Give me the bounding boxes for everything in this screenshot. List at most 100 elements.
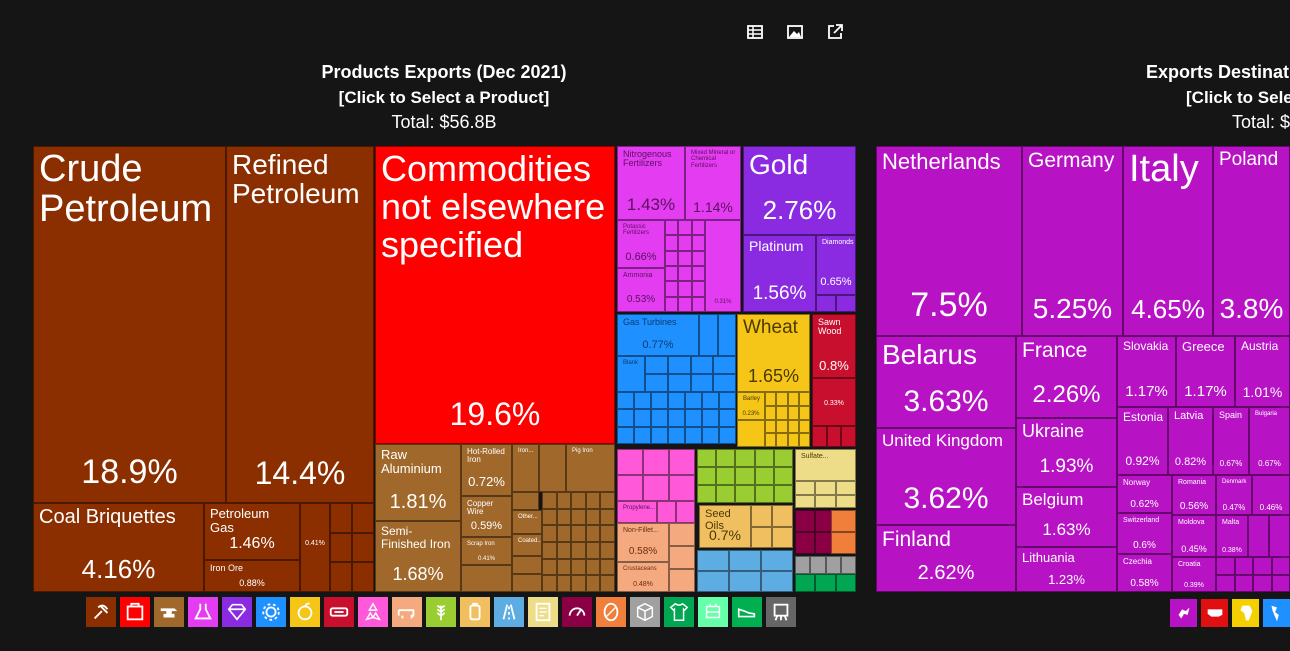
small-tile[interactable] bbox=[678, 266, 692, 282]
textiles-icon[interactable] bbox=[664, 597, 694, 627]
americas-icon[interactable] bbox=[1263, 599, 1290, 627]
small-tile[interactable] bbox=[761, 571, 793, 592]
small-tile[interactable] bbox=[702, 426, 719, 444]
tile-crustaceans[interactable]: Crustaceans 0.48% bbox=[617, 562, 669, 592]
small-tile[interactable] bbox=[617, 449, 643, 475]
small-tile[interactable] bbox=[352, 562, 374, 592]
small-tile[interactable] bbox=[751, 505, 772, 527]
small-tile[interactable] bbox=[835, 481, 856, 495]
small-tile[interactable] bbox=[798, 405, 810, 420]
small-tile[interactable] bbox=[1234, 574, 1253, 592]
tile-iron-ore[interactable]: Iron Ore 0.88% bbox=[204, 560, 300, 592]
small-tile[interactable] bbox=[795, 574, 816, 592]
small-tile[interactable] bbox=[713, 356, 736, 374]
tile-refined-petroleum[interactable]: Refined Petroleum 14.4% bbox=[226, 146, 374, 503]
small-tile[interactable] bbox=[600, 525, 615, 542]
tile-sulfate[interactable]: Sulfate... bbox=[795, 449, 856, 481]
small-tile[interactable] bbox=[751, 526, 772, 548]
europe-icon[interactable] bbox=[1170, 599, 1197, 627]
small-tile[interactable] bbox=[795, 510, 816, 532]
small-tile[interactable] bbox=[798, 433, 810, 447]
small-tile[interactable] bbox=[634, 392, 651, 410]
small-tile[interactable] bbox=[556, 542, 572, 559]
small-tile[interactable] bbox=[773, 467, 793, 485]
tile-moldova[interactable]: Moldova 0.45% bbox=[1172, 515, 1216, 557]
small-tile[interactable] bbox=[685, 409, 702, 427]
small-tile[interactable] bbox=[735, 449, 755, 467]
tile-commodities-nes[interactable]: Commodities not elsewhere specified 19.6% bbox=[375, 146, 615, 444]
small-tile[interactable] bbox=[1269, 515, 1290, 557]
tile-mixed-fertilizers[interactable]: Mixed Mineral or Chemical Fertilizers 1.1… bbox=[685, 146, 741, 220]
tile-denmark[interactable]: Denmark 0.47% bbox=[1216, 475, 1252, 515]
small-tile[interactable] bbox=[735, 485, 755, 503]
instruments-icon[interactable] bbox=[562, 597, 592, 627]
grain-icon[interactable] bbox=[426, 597, 456, 627]
small-tile[interactable] bbox=[1271, 557, 1290, 575]
tile-coated-small[interactable]: Coated... bbox=[512, 534, 542, 556]
tile-romania[interactable]: Romania 0.56% bbox=[1172, 475, 1216, 515]
small-tile[interactable] bbox=[461, 565, 512, 592]
small-tile[interactable] bbox=[765, 392, 777, 406]
tile-greece[interactable]: Greece 1.17% bbox=[1176, 336, 1235, 407]
small-tile[interactable] bbox=[585, 558, 601, 576]
small-tile[interactable] bbox=[697, 485, 717, 503]
tile-norway[interactable]: Norway 0.62% bbox=[1117, 475, 1172, 513]
small-tile[interactable] bbox=[542, 525, 557, 542]
select-product-link[interactable]: [Click to Select a Product] bbox=[338, 88, 550, 107]
tile-scrap-iron[interactable]: Scrap Iron 0.41% bbox=[461, 537, 512, 565]
small-tile[interactable] bbox=[643, 449, 669, 475]
small-tile[interactable] bbox=[645, 374, 668, 392]
small-tile[interactable] bbox=[737, 420, 765, 447]
small-tile[interactable] bbox=[542, 558, 557, 576]
small-tile[interactable] bbox=[798, 392, 810, 406]
small-tile[interactable] bbox=[600, 508, 615, 526]
tile-europe-small[interactable]: 0.46% bbox=[1252, 475, 1290, 515]
small-tile[interactable] bbox=[668, 426, 685, 444]
small-tile[interactable] bbox=[690, 374, 714, 392]
small-tile[interactable] bbox=[571, 508, 586, 526]
small-tile[interactable] bbox=[787, 419, 799, 434]
small-tile[interactable] bbox=[556, 558, 572, 576]
small-tile[interactable] bbox=[840, 556, 856, 574]
small-tile[interactable] bbox=[600, 542, 615, 559]
small-tile[interactable] bbox=[665, 235, 679, 251]
minerals-icon[interactable] bbox=[86, 597, 116, 627]
small-tile[interactable] bbox=[776, 433, 788, 447]
small-tile[interactable] bbox=[699, 314, 718, 356]
asia-icon[interactable] bbox=[1201, 599, 1228, 627]
small-tile[interactable] bbox=[585, 525, 601, 542]
small-tile[interactable] bbox=[542, 575, 557, 592]
small-tile[interactable] bbox=[634, 426, 651, 444]
small-tile[interactable] bbox=[765, 405, 777, 420]
tile-poland[interactable]: Poland 3.8% bbox=[1213, 146, 1290, 336]
small-tile[interactable] bbox=[556, 508, 572, 526]
tile-petroleum-gas[interactable]: Petroleum Gas 1.46% bbox=[204, 503, 300, 560]
small-tile[interactable] bbox=[765, 433, 777, 447]
tile-foodstuffs-small[interactable]: 0.33% bbox=[812, 378, 856, 426]
small-tile[interactable] bbox=[719, 392, 736, 410]
small-tile[interactable] bbox=[617, 409, 634, 427]
tile-hot-rolled-iron[interactable]: Hot-Rolled Iron 0.72% bbox=[461, 444, 512, 496]
small-tile[interactable] bbox=[787, 405, 799, 420]
small-tile[interactable] bbox=[765, 419, 777, 434]
tile-france[interactable]: France 2.26% bbox=[1016, 336, 1117, 418]
small-tile[interactable] bbox=[556, 525, 572, 542]
tile-malta[interactable]: Malta 0.38% bbox=[1216, 515, 1248, 557]
tile-ukraine[interactable]: Ukraine 1.93% bbox=[1016, 418, 1117, 487]
small-tile[interactable] bbox=[810, 556, 826, 574]
small-tile[interactable] bbox=[571, 575, 586, 592]
small-tile[interactable] bbox=[669, 569, 695, 592]
small-tile[interactable] bbox=[585, 542, 601, 559]
tile-croatia[interactable]: Croatia 0.39% bbox=[1172, 557, 1216, 592]
small-tile[interactable] bbox=[812, 426, 827, 447]
small-tile[interactable] bbox=[787, 392, 799, 406]
tile-united-kingdom[interactable]: United Kingdom 3.62% bbox=[876, 428, 1016, 525]
chemicals-icon[interactable] bbox=[188, 597, 218, 627]
image-icon[interactable] bbox=[785, 22, 805, 42]
small-tile[interactable] bbox=[542, 492, 557, 509]
small-tile[interactable] bbox=[1253, 574, 1272, 592]
tile-machines-small[interactable]: Blank bbox=[617, 356, 645, 392]
small-tile[interactable] bbox=[678, 281, 692, 297]
small-tile[interactable] bbox=[825, 556, 841, 574]
small-tile[interactable] bbox=[651, 426, 668, 444]
